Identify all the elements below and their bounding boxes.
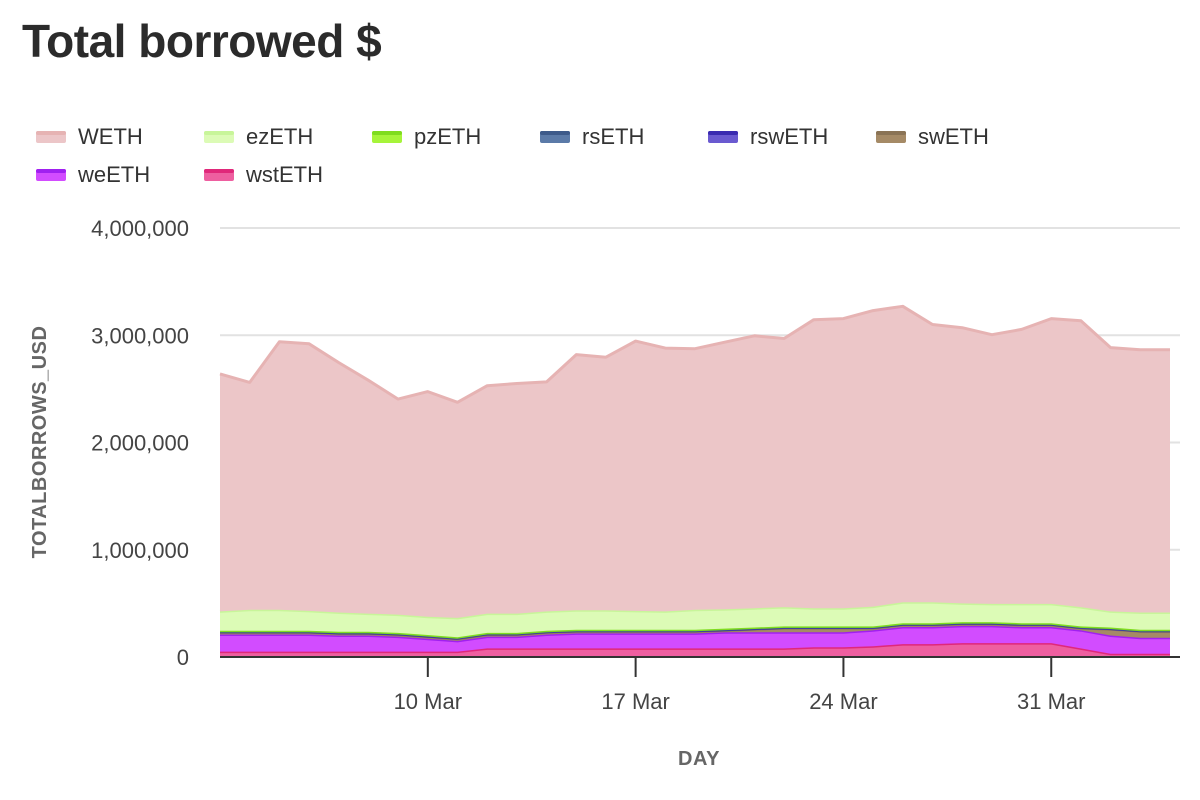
legend-label: pzETH: [414, 124, 482, 149]
legend-swatch: [876, 131, 906, 143]
legend-label: wstETH: [246, 162, 323, 187]
legend-swatch: [708, 131, 738, 143]
legend-item-rswETH[interactable]: rswETH: [708, 122, 828, 152]
legend-label: swETH: [918, 124, 989, 149]
legend-label: rswETH: [750, 124, 829, 149]
y-tick-label: 3,000,000: [91, 323, 189, 348]
legend-item-WETH[interactable]: WETH: [36, 122, 143, 152]
x-tick-label: 17 Mar: [601, 689, 669, 714]
legend-item-wstETH[interactable]: wstETH: [204, 160, 323, 190]
legend-label: rsETH: [582, 124, 645, 149]
x-tick-label: 10 Mar: [394, 689, 462, 714]
legend-item-pzETH[interactable]: pzETH: [372, 122, 481, 152]
y-tick-label: 1,000,000: [91, 538, 189, 563]
legend-item-weETH[interactable]: weETH: [36, 160, 150, 190]
series-areas: [219, 304, 1170, 657]
x-axis-label: DAY: [678, 748, 720, 770]
legend-item-ezETH[interactable]: ezETH: [204, 122, 313, 152]
legend-item-swETH[interactable]: swETH: [876, 122, 989, 152]
area-WETH[interactable]: [220, 306, 1170, 618]
area-wstETH[interactable]: [220, 643, 1170, 657]
y-tick-label: 2,000,000: [91, 431, 189, 456]
legend-label: WETH: [78, 124, 143, 149]
y-axis-ticks: 0 1,000,000 2,000,000 3,000,000 4,000,000: [91, 216, 189, 670]
legend-swatch: [372, 131, 402, 143]
line-WETH[interactable]: [219, 304, 1170, 404]
legend-label: weETH: [78, 162, 151, 187]
chart-title: Total borrowed $: [22, 15, 382, 67]
legend-label: ezETH: [246, 124, 314, 149]
legend-swatch: [204, 169, 234, 181]
legend-swatch: [540, 131, 570, 143]
legend-item-rsETH[interactable]: rsETH: [540, 122, 644, 152]
x-tick-label: 31 Mar: [1017, 689, 1085, 714]
y-tick-label: 0: [177, 645, 189, 670]
y-axis-label: TOTALBORROWS_USD: [29, 326, 51, 559]
legend-swatch: [36, 169, 66, 181]
area-weETH[interactable]: [220, 625, 1170, 654]
x-axis: 10 Mar 17 Mar 24 Mar 31 Mar: [220, 656, 1180, 714]
area-ezETH[interactable]: [220, 602, 1170, 638]
legend-swatch: [36, 131, 66, 143]
x-tick-label: 24 Mar: [809, 689, 877, 714]
y-tick-label: 4,000,000: [91, 216, 189, 241]
legend-swatch: [204, 131, 234, 143]
